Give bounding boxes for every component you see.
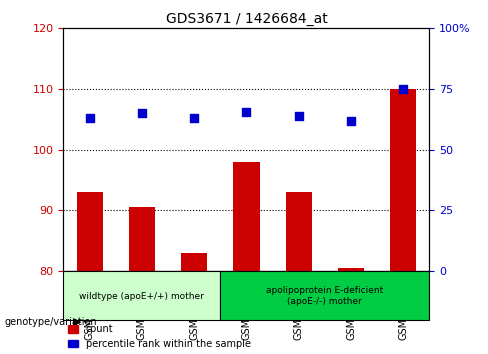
- Bar: [77, 192, 102, 271]
- Text: apolipoprotein E-deficient
(apoE-/-) mother: apolipoprotein E-deficient (apoE-/-) mot…: [266, 286, 384, 306]
- Bar: [285, 192, 312, 271]
- Bar: [181, 253, 207, 271]
- Point: [347, 118, 355, 124]
- Point: [190, 115, 198, 121]
- Point: [399, 86, 407, 92]
- FancyBboxPatch shape: [220, 271, 429, 320]
- Title: GDS3671 / 1426684_at: GDS3671 / 1426684_at: [165, 12, 327, 26]
- Bar: [390, 89, 416, 271]
- Text: wildtype (apoE+/+) mother: wildtype (apoE+/+) mother: [80, 292, 204, 301]
- Point: [86, 115, 94, 121]
- Text: genotype/variation: genotype/variation: [5, 317, 98, 327]
- Bar: [338, 268, 364, 271]
- Point: [138, 110, 146, 116]
- Text: ▶: ▶: [73, 317, 81, 327]
- Bar: [129, 207, 155, 271]
- Bar: [233, 162, 260, 271]
- Point: [243, 109, 250, 115]
- Legend: count, percentile rank within the sample: count, percentile rank within the sample: [68, 324, 251, 349]
- Point: [295, 113, 303, 119]
- FancyBboxPatch shape: [63, 271, 220, 320]
